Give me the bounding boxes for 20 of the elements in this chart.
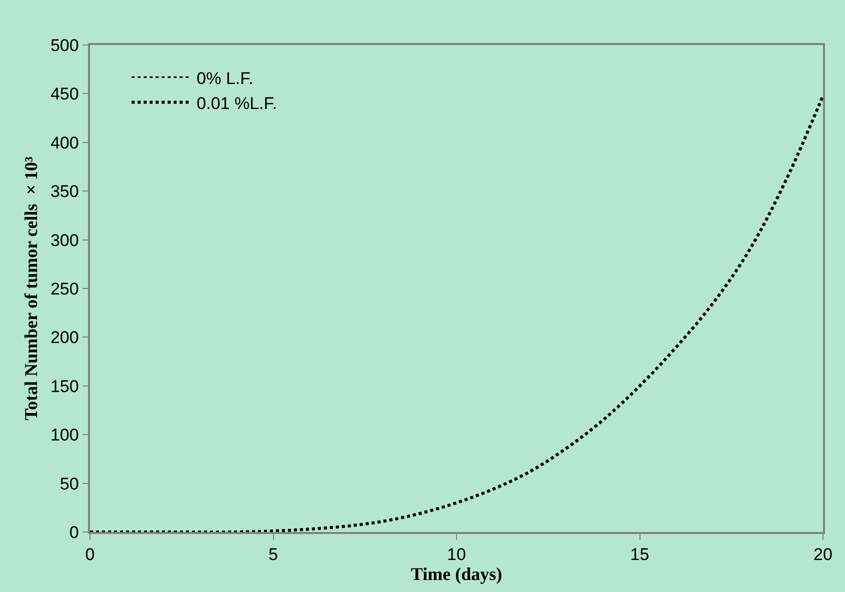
y-tick-label: 50 <box>60 474 79 494</box>
x-tick-label: 0 <box>85 545 95 564</box>
y-tick-label: 250 <box>50 279 79 298</box>
x-tick-label: 15 <box>630 545 650 564</box>
y-tick-label: 300 <box>50 230 79 250</box>
y-tick-label: 500 <box>50 36 79 55</box>
y-tick-label: 200 <box>50 328 79 348</box>
legend-label: 0% L.F. <box>196 68 254 88</box>
x-tick-label: 10 <box>447 545 466 564</box>
y-tick-label: 400 <box>50 133 79 152</box>
y-tick-label: 0 <box>69 522 79 542</box>
y-tick-label: 350 <box>50 182 79 202</box>
y-tick-label: 150 <box>50 376 79 396</box>
x-tick-label: 5 <box>268 545 278 564</box>
x-tick-label: 20 <box>814 545 832 564</box>
x-axis-title: Time (days) <box>410 564 502 584</box>
y-axis-title: Total Number of tumor cells × 10³ <box>21 156 42 420</box>
y-tick-label: 100 <box>50 426 79 445</box>
legend-label: 0.01 %L.F. <box>196 94 277 113</box>
y-tick-label: 450 <box>50 84 79 104</box>
